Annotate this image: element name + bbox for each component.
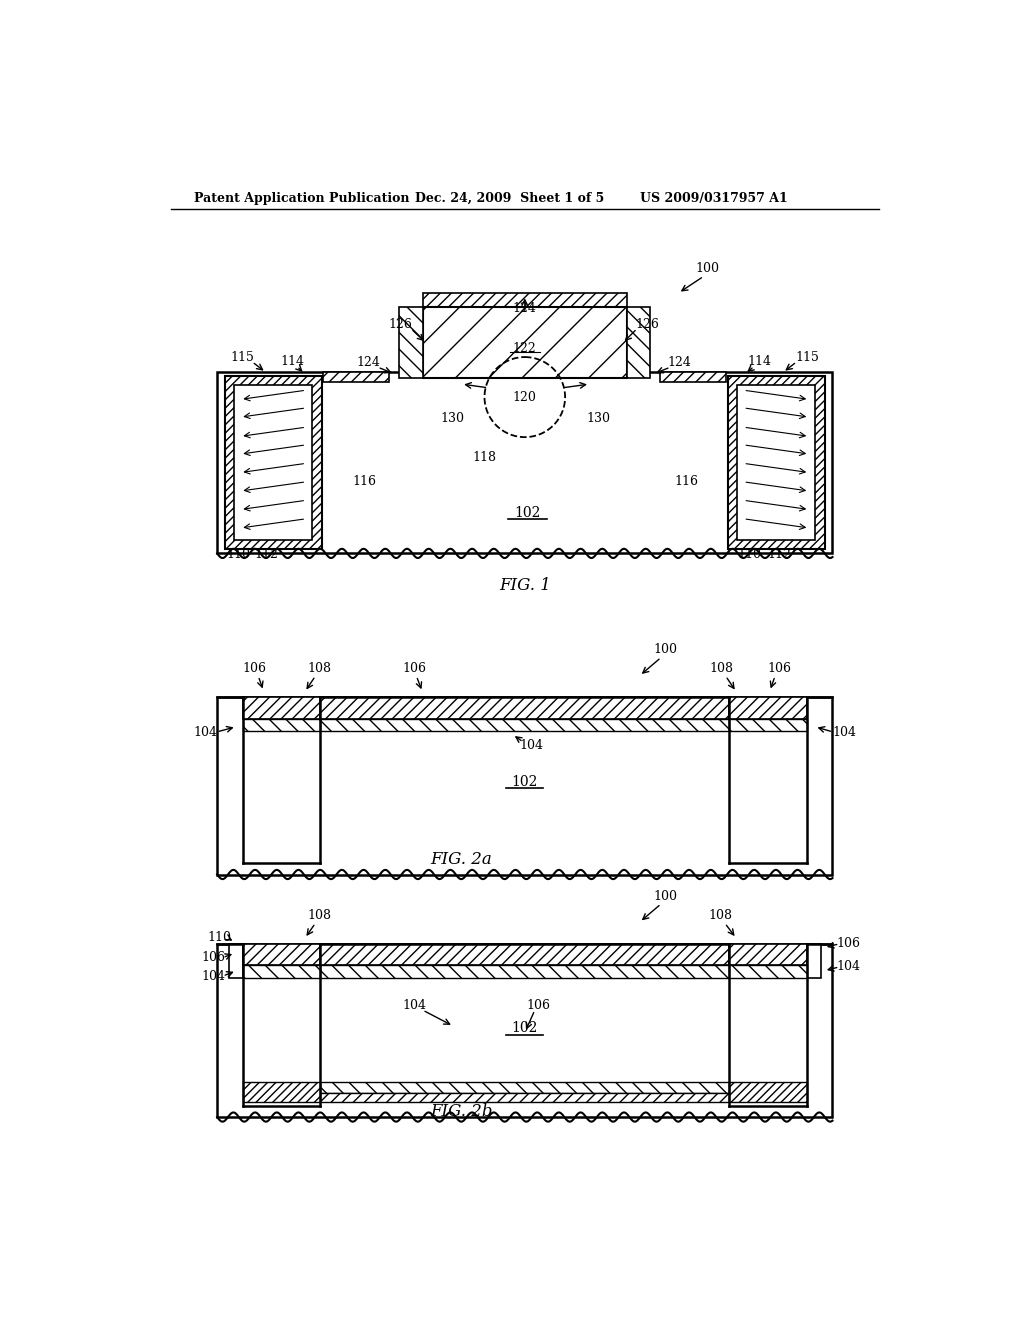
Bar xyxy=(729,697,807,719)
Text: 104: 104 xyxy=(837,961,861,973)
Bar xyxy=(423,308,627,378)
Text: 100: 100 xyxy=(653,643,677,656)
Bar xyxy=(243,697,321,719)
Text: 104: 104 xyxy=(402,999,427,1012)
Text: US 2009/0317957 A1: US 2009/0317957 A1 xyxy=(640,191,787,205)
Bar xyxy=(228,944,243,978)
Text: 102: 102 xyxy=(514,506,541,520)
Text: 106: 106 xyxy=(837,937,861,950)
Text: 112: 112 xyxy=(254,548,278,561)
Text: 100: 100 xyxy=(653,890,677,903)
Text: 102: 102 xyxy=(512,1022,538,1035)
Text: 126: 126 xyxy=(389,318,413,331)
Bar xyxy=(217,372,833,553)
Bar xyxy=(234,385,312,540)
Text: 110: 110 xyxy=(226,548,250,561)
Text: 108: 108 xyxy=(307,663,332,676)
Bar xyxy=(321,1093,729,1102)
Text: 118: 118 xyxy=(472,450,497,463)
Text: 102: 102 xyxy=(512,775,538,789)
Text: 104: 104 xyxy=(194,726,217,739)
Bar xyxy=(324,372,389,383)
Text: 122: 122 xyxy=(513,342,537,355)
Bar xyxy=(217,697,833,874)
Text: 116: 116 xyxy=(674,475,698,488)
Bar xyxy=(729,719,807,731)
Bar xyxy=(321,965,729,978)
Bar xyxy=(399,308,423,378)
Bar xyxy=(225,376,322,549)
Text: 130: 130 xyxy=(440,412,464,425)
Text: 106: 106 xyxy=(526,999,551,1012)
Text: 110: 110 xyxy=(208,931,231,944)
Text: 108: 108 xyxy=(307,908,332,921)
Text: 130: 130 xyxy=(587,412,610,425)
Text: 115: 115 xyxy=(795,351,819,363)
Bar xyxy=(423,293,627,308)
Text: Dec. 24, 2009  Sheet 1 of 5: Dec. 24, 2009 Sheet 1 of 5 xyxy=(415,191,604,205)
Text: 104: 104 xyxy=(519,739,543,751)
Text: 112: 112 xyxy=(767,548,791,561)
Bar xyxy=(243,719,321,731)
Text: FIG. 2b: FIG. 2b xyxy=(430,1104,493,1121)
Text: 104: 104 xyxy=(202,970,225,982)
Text: 124: 124 xyxy=(668,356,692,370)
Bar xyxy=(321,719,729,731)
Text: 116: 116 xyxy=(352,475,377,488)
Text: 124: 124 xyxy=(356,356,380,370)
Text: 106: 106 xyxy=(767,663,791,676)
Bar xyxy=(729,1082,807,1102)
Bar xyxy=(243,944,321,965)
Bar xyxy=(321,697,729,719)
Text: 124: 124 xyxy=(513,302,537,315)
Text: 114: 114 xyxy=(281,355,304,368)
Bar xyxy=(737,385,815,540)
Bar xyxy=(729,965,807,978)
Bar xyxy=(243,965,321,978)
Bar xyxy=(243,1082,321,1102)
Text: 114: 114 xyxy=(748,355,772,368)
Text: 108: 108 xyxy=(710,663,733,676)
Text: 126: 126 xyxy=(635,318,659,331)
Bar xyxy=(321,1082,729,1093)
Text: FIG. 1: FIG. 1 xyxy=(499,577,551,594)
Text: Patent Application Publication: Patent Application Publication xyxy=(194,191,410,205)
Text: 106: 106 xyxy=(202,952,225,964)
Text: 104: 104 xyxy=(833,726,857,739)
Text: 108: 108 xyxy=(709,908,733,921)
Text: 110: 110 xyxy=(737,548,762,561)
Text: FIG. 2a: FIG. 2a xyxy=(430,850,493,867)
Text: 106: 106 xyxy=(243,663,266,676)
Bar xyxy=(729,944,807,965)
Bar xyxy=(321,944,729,965)
Bar xyxy=(728,376,824,549)
Bar xyxy=(660,372,726,383)
Text: 106: 106 xyxy=(402,663,427,676)
Text: 120: 120 xyxy=(513,391,537,404)
Bar xyxy=(807,944,821,978)
Bar xyxy=(627,308,650,378)
Text: 115: 115 xyxy=(230,351,255,363)
Bar xyxy=(217,944,833,1117)
Text: 100: 100 xyxy=(695,261,720,275)
